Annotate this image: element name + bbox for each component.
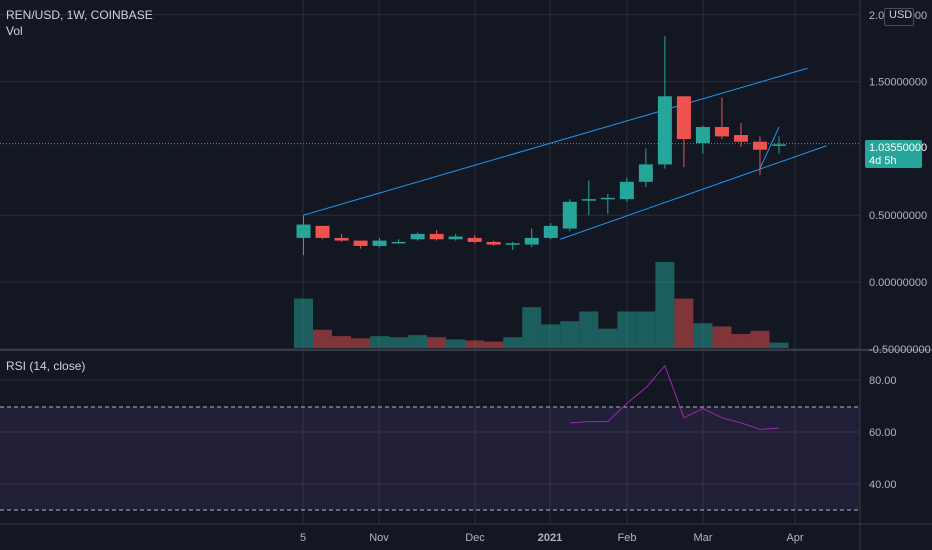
volume-bar: [465, 340, 485, 348]
rsi-axis[interactable]: 80.00 60.00 40.00: [869, 375, 897, 491]
price-axis[interactable]: 2.000000001.500000000.500000000.00000000…: [869, 10, 931, 356]
volume-indicator-label[interactable]: Vol: [6, 24, 23, 38]
candle-body: [505, 243, 520, 245]
candle-body: [296, 224, 311, 238]
candle-body: [600, 197, 615, 200]
volume-bar: [294, 298, 313, 348]
volume-bar: [674, 298, 694, 348]
bar-countdown: 4d 5h: [869, 155, 897, 167]
candle-body: [695, 127, 710, 144]
time-tick-label: Apr: [786, 532, 803, 544]
volume-bar: [427, 337, 447, 348]
volume-bar: [598, 328, 618, 348]
volume-bars: [294, 262, 789, 348]
volume-bar: [313, 329, 333, 348]
candle-body: [714, 127, 729, 137]
grid-lines: [0, 0, 860, 524]
candle-body: [486, 241, 501, 245]
currency-label: USD: [889, 9, 913, 21]
volume-bar: [731, 334, 751, 348]
candle-body: [410, 233, 425, 240]
volume-bar: [617, 311, 637, 348]
volume-bar: [370, 336, 390, 348]
candle-body: [581, 199, 596, 201]
time-tick-label: 2021: [538, 532, 562, 544]
time-tick-label: Dec: [465, 532, 485, 544]
candle-body: [543, 225, 558, 238]
candle-body: [676, 96, 691, 140]
price-tick-label: 1.50000000: [869, 77, 927, 89]
candle-body: [657, 96, 672, 165]
symbol-title[interactable]: REN/USD, 1W, COINBASE: [6, 8, 153, 22]
trendline[interactable]: [560, 145, 827, 240]
price-tick-label: 0.50000000: [869, 210, 927, 222]
candle-body: [372, 240, 387, 246]
volume-bar: [389, 337, 409, 348]
volume-bar: [769, 342, 789, 348]
volume-bar: [712, 326, 732, 348]
candle-body: [353, 240, 368, 246]
candle-body: [429, 233, 444, 240]
candle-body: [448, 236, 463, 240]
last-price-badge: [865, 140, 922, 168]
currency-badge[interactable]: [884, 8, 914, 26]
rsi-indicator-label[interactable]: RSI (14, close): [6, 359, 86, 373]
candle-body: [752, 141, 767, 150]
last-price-value: 1.03550000: [869, 142, 928, 154]
trendlines[interactable]: [303, 67, 827, 240]
trendline[interactable]: [759, 126, 780, 169]
rsi-tick-label: 60.00: [869, 427, 897, 439]
candle-body: [619, 181, 634, 200]
time-tick-label: Mar: [694, 532, 713, 544]
volume-bar: [750, 330, 770, 348]
volume-bar: [655, 262, 675, 348]
time-tick-label: Nov: [369, 532, 389, 544]
candle-body: [562, 201, 577, 229]
volume-bar: [446, 339, 466, 348]
volume-bar: [560, 321, 580, 348]
candle-body: [391, 241, 406, 244]
candlesticks: [296, 36, 786, 256]
time-tick-label: Feb: [618, 532, 637, 544]
rsi-band-fill: [0, 407, 860, 510]
candle-body: [524, 237, 539, 245]
price-tick-label: 0.00000000: [869, 277, 927, 289]
trendline[interactable]: [303, 67, 808, 216]
candle-body: [733, 135, 748, 142]
volume-bar: [636, 311, 656, 348]
volume-bar: [541, 324, 561, 348]
time-tick-label: 5: [300, 532, 306, 544]
volume-bar: [503, 337, 523, 348]
volume-bar: [579, 311, 599, 348]
volume-bar: [332, 336, 352, 348]
time-axis[interactable]: 5 Nov Dec 2021 Feb Mar Apr: [300, 532, 804, 544]
candle-body: [315, 225, 330, 238]
candle-body: [772, 144, 786, 146]
rsi-line: [569, 364, 780, 430]
volume-bar: [522, 307, 542, 348]
price-tick-label: -0.50000000: [869, 344, 931, 356]
volume-bar: [484, 341, 504, 348]
candle-body: [638, 164, 653, 182]
volume-bar: [351, 338, 371, 348]
volume-bar: [408, 335, 428, 348]
rsi-tick-label: 80.00: [869, 375, 897, 387]
rsi-tick-label: 40.00: [869, 479, 897, 491]
candle-body: [334, 237, 349, 241]
candle-body: [467, 237, 482, 242]
volume-bar: [693, 323, 713, 348]
